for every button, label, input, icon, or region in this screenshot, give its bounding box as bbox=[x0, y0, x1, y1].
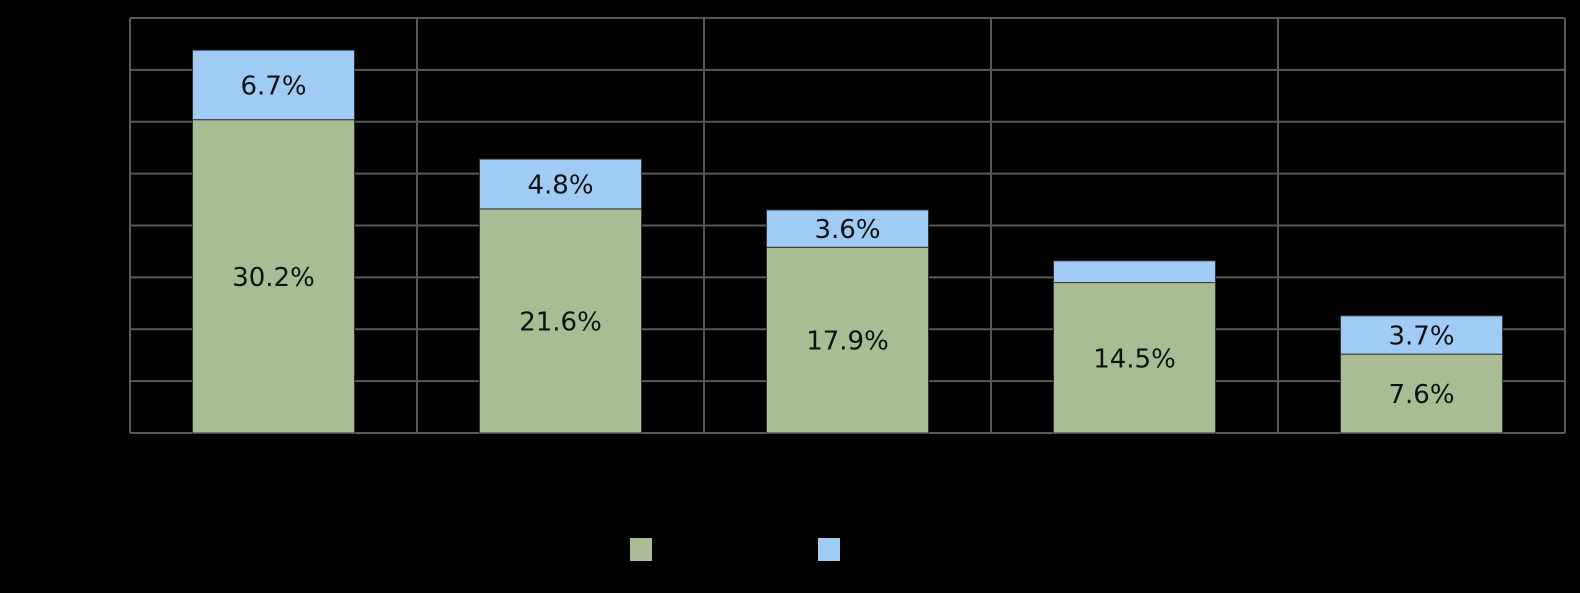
data-label: 3.7% bbox=[1388, 321, 1454, 351]
data-label: 7.6% bbox=[1388, 380, 1454, 410]
data-label: 4.8% bbox=[527, 171, 593, 201]
data-label: 21.6% bbox=[519, 307, 602, 337]
data-label: 30.2% bbox=[232, 263, 315, 293]
bar-segment bbox=[479, 208, 642, 434]
legend-swatch bbox=[818, 538, 840, 561]
bar-segment bbox=[1053, 260, 1216, 284]
bar-segment bbox=[766, 209, 929, 248]
bar-segment bbox=[479, 158, 642, 210]
data-label: 14.5% bbox=[1093, 344, 1176, 374]
bar-segment bbox=[1340, 353, 1503, 434]
bar-segment bbox=[766, 246, 929, 434]
data-label: 17.9% bbox=[806, 327, 889, 357]
bar-segment bbox=[192, 49, 355, 121]
data-label: 6.7% bbox=[240, 71, 306, 101]
bar-segment bbox=[1340, 315, 1503, 355]
data-label: 3.6% bbox=[814, 215, 880, 245]
legend-swatch bbox=[630, 538, 652, 561]
bar-segment bbox=[192, 119, 355, 434]
